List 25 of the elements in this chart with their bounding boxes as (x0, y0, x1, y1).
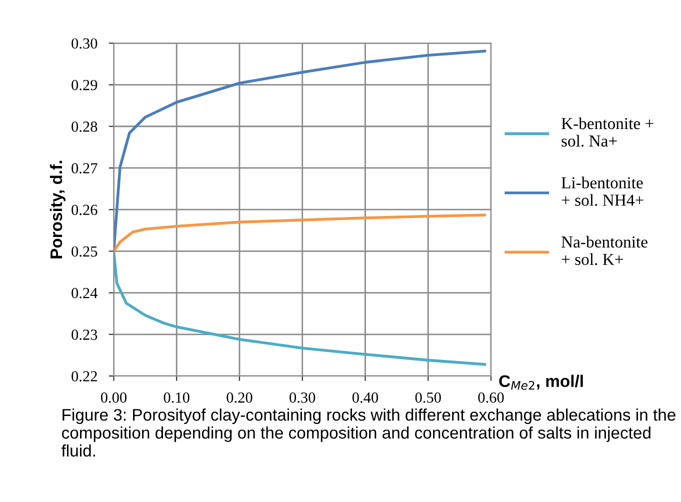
x-axis-title: C$_{Me2}$, mol/l (499, 374, 583, 390)
y-tick-label: 0.29 (72, 80, 98, 90)
y-tick-label: 0.24 (72, 288, 98, 298)
x-tick-label: 0.30 (290, 392, 316, 403)
x-tick-label: 0.00 (100, 392, 127, 403)
y-tick-label: 0.28 (72, 122, 98, 132)
x-tick-label: 0.20 (226, 392, 252, 403)
x-tick-label: 0.10 (164, 392, 190, 403)
y-tick-label: 0.30 (72, 38, 98, 49)
legend-label: K-bentonite + sol. Na+ (561, 117, 654, 147)
line-series (114, 250, 486, 366)
y-tick-label: 0.23 (72, 330, 98, 340)
caption: Figure 3: Porosityof clay-containing rocks with different exchange ablecations in the composition depending on the composition and concentration of salts in injected fluid. (62, 408, 676, 457)
x-tick-label: 0.50 (415, 392, 441, 403)
line-series (114, 50, 486, 253)
y-tick-label: 0.27 (72, 163, 98, 174)
y-tick-label: 0.26 (72, 204, 98, 216)
y-tick-label: 0.22 (72, 371, 97, 382)
x-tick-label: 0.40 (352, 392, 378, 403)
line-series (114, 214, 486, 253)
y-tick-label: 0.25 (72, 246, 98, 257)
legend-label: Li-bentonite + sol. NH4+ (561, 176, 644, 206)
y-axis-title: Porosity, d.f. (50, 160, 66, 258)
legend-label: Na-bentonite + sol. K+ (561, 236, 648, 266)
x-tick-label: 0.60 (478, 392, 504, 403)
